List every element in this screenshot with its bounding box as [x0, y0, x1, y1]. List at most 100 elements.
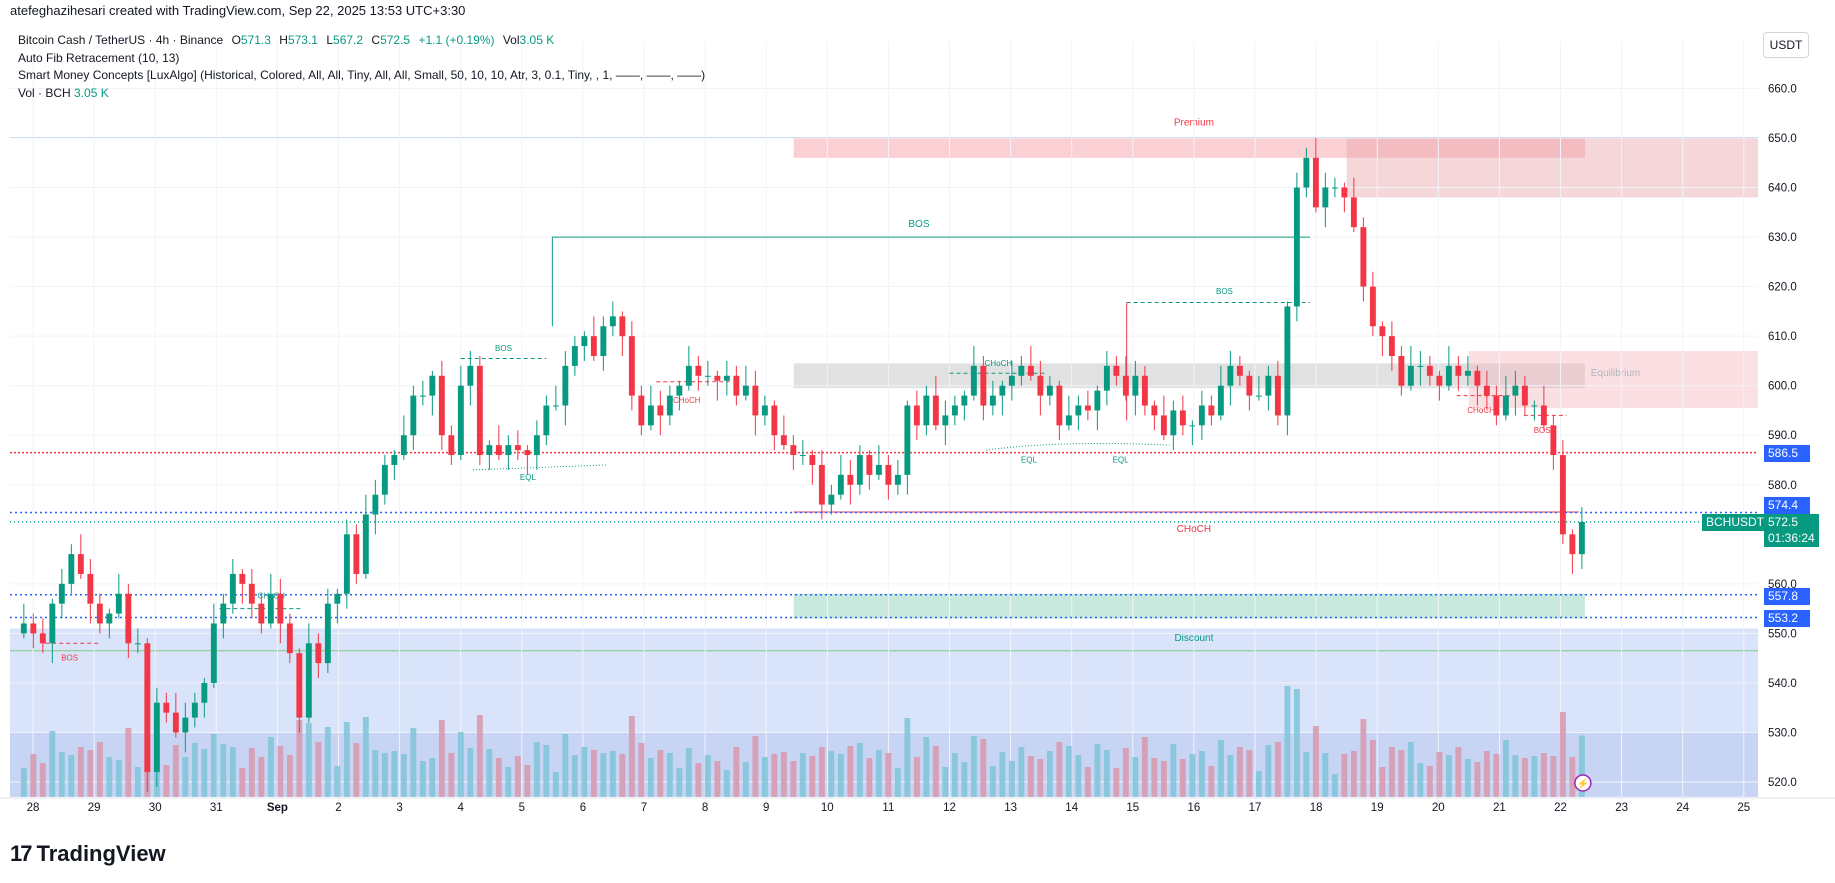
alert-lightning-icon [1574, 774, 1592, 792]
candle-body [1559, 455, 1566, 535]
legend-indicator-volume[interactable]: Vol · BCH 3.05 K [18, 85, 705, 103]
candle-body [343, 534, 350, 594]
tradingview-brand: 17 TradingView [10, 840, 166, 868]
time-tick-label: 31 [210, 802, 223, 814]
candle [1065, 395, 1072, 431]
candle [296, 648, 303, 733]
candle-body [894, 474, 901, 485]
volume-bar [562, 734, 569, 797]
candle-body [305, 643, 312, 718]
volume-bar [1208, 766, 1215, 797]
time-tick-label: 16 [1188, 802, 1201, 814]
time-tick-label: 10 [821, 802, 834, 814]
volume-bar [1236, 747, 1243, 797]
candle-body [505, 445, 512, 456]
volume-bar [1160, 761, 1167, 797]
candle [1103, 351, 1110, 406]
chart-header: atefeghazihesari created with TradingVie… [0, 0, 1835, 22]
candle-body [1303, 157, 1310, 188]
candle [495, 425, 502, 460]
volume-bar [1436, 752, 1443, 797]
volume-bar [923, 737, 930, 797]
legend-symbol[interactable]: Bitcoin Cash / TetherUS · 4h · Binance [18, 33, 224, 47]
volume-bar [714, 761, 721, 797]
candle-body [1236, 365, 1243, 376]
volume-bar [334, 766, 341, 797]
volume-bar [961, 762, 968, 797]
candle-body [163, 702, 170, 713]
candle [942, 400, 949, 446]
time-tick-label: 24 [1676, 802, 1689, 814]
choch-label-4: CHoCH [1467, 406, 1495, 415]
candle-body [1065, 415, 1072, 426]
candle [638, 385, 645, 436]
volume-bar [524, 765, 531, 797]
legend-indicator-fib[interactable]: Auto Fib Retracement (10, 13) [18, 50, 180, 65]
candle-body [847, 474, 854, 485]
candle-body [733, 375, 740, 396]
volume-bar [913, 757, 920, 797]
volume-bar [20, 768, 27, 797]
candle-body [590, 336, 597, 356]
candle-body [657, 405, 664, 416]
candle [467, 351, 474, 406]
premium-zone [793, 138, 1585, 158]
volume-bar [799, 753, 806, 797]
candle [856, 445, 863, 495]
volume-bar [448, 753, 455, 797]
candle-body [989, 395, 996, 406]
volume-bar [828, 751, 835, 797]
candle-body [600, 326, 607, 356]
candle-body [1141, 375, 1148, 406]
time-tick-label: 3 [396, 802, 402, 814]
volume-bar [590, 750, 597, 797]
time-tick-label: 2 [335, 802, 341, 814]
price-tick-label: 610.0 [1768, 331, 1797, 343]
time-tick-label: 13 [1004, 802, 1017, 814]
time-tick-label: 22 [1554, 802, 1567, 814]
volume-bar [552, 772, 559, 797]
candle [258, 593, 265, 634]
candle-body [239, 573, 246, 584]
candle-body [866, 455, 873, 475]
legend-change: +1.1 (+0.19%) [418, 33, 495, 47]
volume-bar [106, 757, 113, 797]
candle-body [1540, 405, 1547, 426]
countdown-tag: 01:36:24 [1764, 530, 1819, 547]
candle [923, 385, 930, 436]
volume-bar [210, 734, 217, 797]
legend-indicator-smc[interactable]: Smart Money Concepts [LuxAlgo] (Historic… [18, 68, 706, 82]
candle [1464, 355, 1471, 386]
candle [1075, 395, 1082, 431]
equilibrium-label: Equilibrium [1591, 368, 1640, 379]
eql-label-1: EQL [520, 473, 537, 482]
candle-body [1512, 385, 1519, 396]
candle [1141, 365, 1148, 416]
time-tick-label: 21 [1493, 802, 1506, 814]
candle [961, 390, 968, 421]
volume-bar [239, 768, 246, 797]
chart-grid [10, 42, 1758, 817]
candle [1227, 351, 1234, 406]
candle-body [96, 603, 103, 624]
candle [1388, 321, 1395, 371]
equilibrium-red-zone [1468, 351, 1758, 408]
candle-body [742, 385, 749, 396]
volume-bar [429, 758, 436, 797]
volume-bar [1122, 748, 1129, 797]
candle-body [1379, 326, 1386, 337]
candle [704, 360, 711, 386]
volume-bar [1569, 757, 1576, 797]
candle [714, 370, 721, 401]
candle [1398, 346, 1405, 396]
volume-bar [505, 767, 512, 797]
candle-body [552, 405, 559, 407]
volume-bar [856, 743, 863, 797]
currency-selector[interactable]: USDT [1763, 32, 1809, 58]
legend-high-label: H [279, 33, 288, 47]
candle [220, 593, 227, 639]
candle-body [353, 534, 360, 574]
volume-bar [400, 754, 407, 797]
candle-body [1217, 385, 1224, 416]
